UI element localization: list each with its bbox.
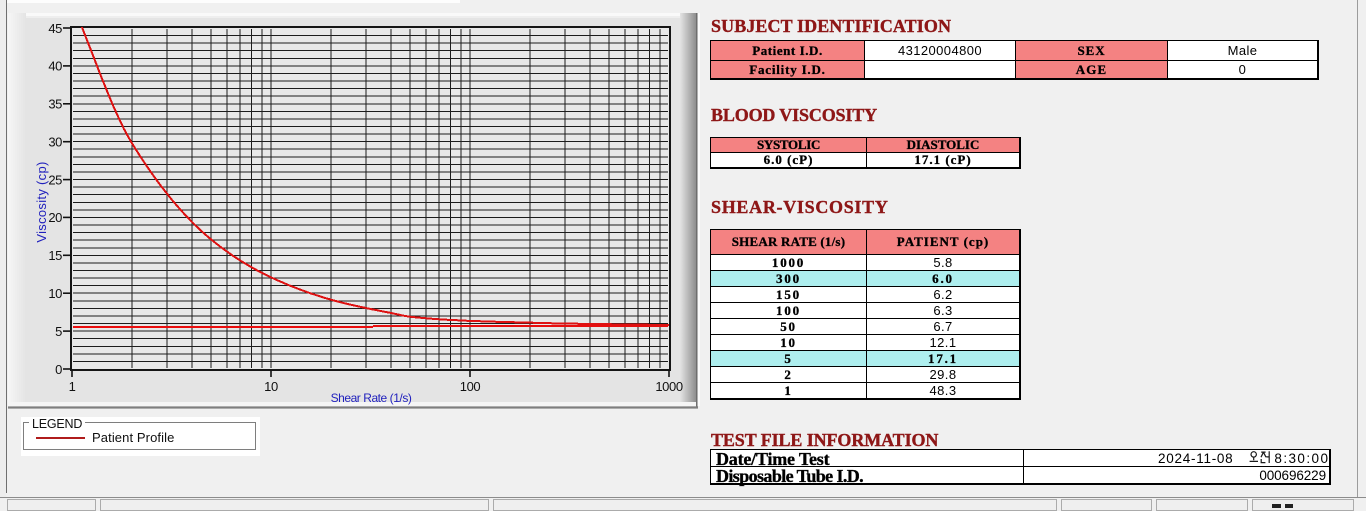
svg-text:Viscosity (cp): Viscosity (cp) (34, 161, 49, 242)
svg-text:40: 40 (48, 59, 62, 74)
svg-text:1000: 1000 (655, 379, 682, 394)
svg-text:Shear Rate (1/s): Shear Rate (1/s) (331, 391, 412, 405)
svg-text:25: 25 (48, 172, 62, 187)
svg-text:45: 45 (48, 21, 62, 36)
svg-text:10: 10 (48, 286, 62, 301)
svg-text:100: 100 (460, 379, 481, 394)
svg-text:30: 30 (48, 135, 62, 150)
svg-text:5: 5 (55, 324, 62, 339)
svg-text:10: 10 (264, 379, 278, 394)
svg-text:15: 15 (48, 248, 62, 263)
svg-text:20: 20 (48, 210, 62, 225)
svg-text:0: 0 (55, 362, 62, 377)
svg-text:35: 35 (48, 97, 62, 112)
svg-text:1: 1 (69, 379, 76, 394)
